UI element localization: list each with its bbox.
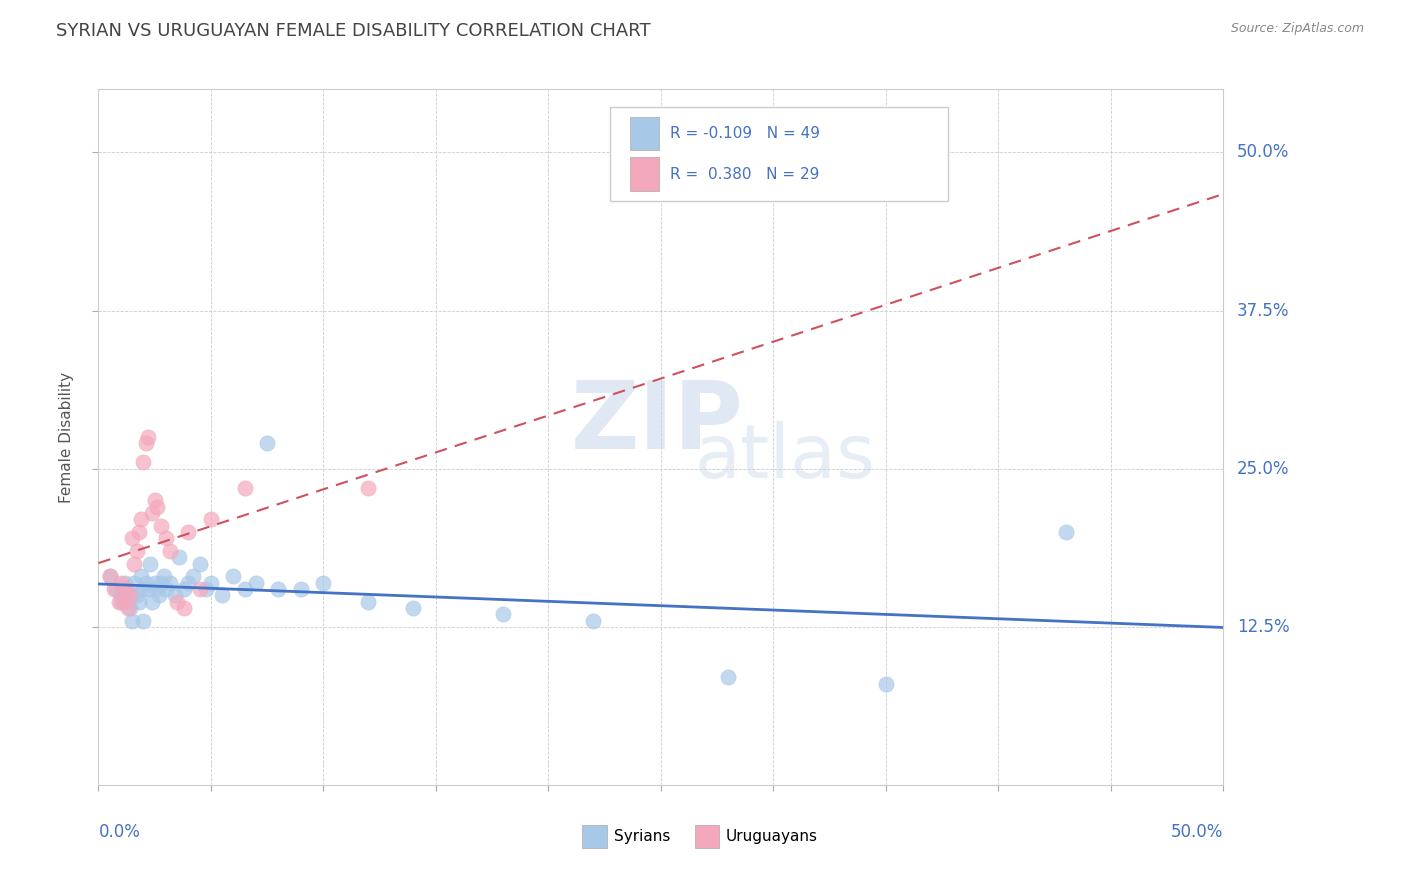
Point: [159, 575, 181, 590]
Point: [103, 582, 125, 596]
Point: [110, 575, 132, 590]
Point: [132, 614, 155, 628]
Point: [357, 594, 380, 608]
Bar: [695, 825, 720, 847]
Bar: [630, 157, 658, 191]
Point: [107, 594, 129, 608]
Text: Syrians: Syrians: [613, 829, 669, 844]
Point: [114, 582, 136, 596]
Point: [132, 582, 155, 596]
Point: [112, 594, 135, 608]
Point: [121, 531, 143, 545]
Point: [143, 575, 166, 590]
Point: [200, 575, 222, 590]
Point: [125, 588, 148, 602]
Point: [222, 569, 245, 583]
Point: [139, 557, 162, 571]
Point: [141, 506, 163, 520]
Point: [110, 594, 132, 608]
Point: [173, 600, 195, 615]
Point: [125, 544, 148, 558]
Point: [245, 575, 267, 590]
Point: [492, 607, 515, 622]
Point: [135, 436, 157, 450]
Point: [155, 582, 177, 596]
Bar: [610, 106, 948, 201]
Text: Uruguayans: Uruguayans: [725, 829, 818, 844]
Point: [177, 575, 200, 590]
Point: [150, 518, 173, 533]
Point: [1054, 524, 1077, 539]
Point: [117, 600, 139, 615]
Text: 50.0%: 50.0%: [1237, 144, 1289, 161]
Point: [136, 430, 159, 444]
Point: [256, 436, 278, 450]
Point: [124, 557, 146, 571]
Point: [312, 575, 335, 590]
Point: [98, 569, 121, 583]
Point: [177, 524, 200, 539]
Point: [211, 588, 233, 602]
Y-axis label: Female Disability: Female Disability: [59, 371, 75, 503]
Point: [195, 582, 218, 596]
Point: [181, 569, 204, 583]
Text: Source: ZipAtlas.com: Source: ZipAtlas.com: [1230, 22, 1364, 36]
Text: SYRIAN VS URUGUAYAN FEMALE DISABILITY CORRELATION CHART: SYRIAN VS URUGUAYAN FEMALE DISABILITY CO…: [56, 22, 651, 40]
Point: [117, 594, 139, 608]
Point: [582, 614, 605, 628]
Point: [875, 677, 897, 691]
Point: [155, 531, 177, 545]
Point: [124, 575, 146, 590]
Text: R = -0.109   N = 49: R = -0.109 N = 49: [669, 127, 820, 141]
Point: [118, 600, 141, 615]
Point: [402, 600, 425, 615]
Point: [129, 569, 152, 583]
Point: [148, 588, 170, 602]
Point: [105, 582, 128, 596]
Point: [135, 575, 157, 590]
Text: 12.5%: 12.5%: [1237, 618, 1289, 636]
Point: [173, 582, 195, 596]
Point: [163, 588, 186, 602]
Text: ZIP: ZIP: [571, 377, 744, 469]
Point: [129, 512, 152, 526]
Text: 50.0%: 50.0%: [1171, 823, 1223, 841]
Point: [110, 588, 132, 602]
Point: [128, 594, 150, 608]
Point: [114, 575, 136, 590]
Bar: [582, 825, 607, 847]
Point: [267, 582, 290, 596]
Point: [357, 481, 380, 495]
Bar: [630, 117, 658, 151]
Point: [166, 594, 188, 608]
Point: [159, 544, 181, 558]
Point: [146, 500, 169, 514]
Point: [141, 594, 163, 608]
Text: R =  0.380   N = 29: R = 0.380 N = 29: [669, 167, 820, 182]
Point: [121, 588, 143, 602]
Text: 25.0%: 25.0%: [1237, 459, 1289, 478]
Point: [169, 550, 191, 565]
Point: [233, 481, 256, 495]
Point: [290, 582, 312, 596]
Text: 0.0%: 0.0%: [98, 823, 141, 841]
Point: [121, 614, 143, 628]
Point: [143, 493, 166, 508]
Point: [200, 512, 222, 526]
Point: [233, 582, 256, 596]
Point: [717, 670, 740, 684]
Point: [188, 582, 211, 596]
Point: [146, 582, 169, 596]
Point: [132, 455, 155, 469]
Point: [128, 524, 150, 539]
Point: [136, 582, 159, 596]
Point: [152, 569, 174, 583]
Text: atlas: atlas: [695, 421, 876, 494]
Point: [188, 557, 211, 571]
Point: [98, 569, 121, 583]
Point: [150, 575, 173, 590]
Text: 37.5%: 37.5%: [1237, 301, 1289, 319]
Point: [118, 588, 141, 602]
